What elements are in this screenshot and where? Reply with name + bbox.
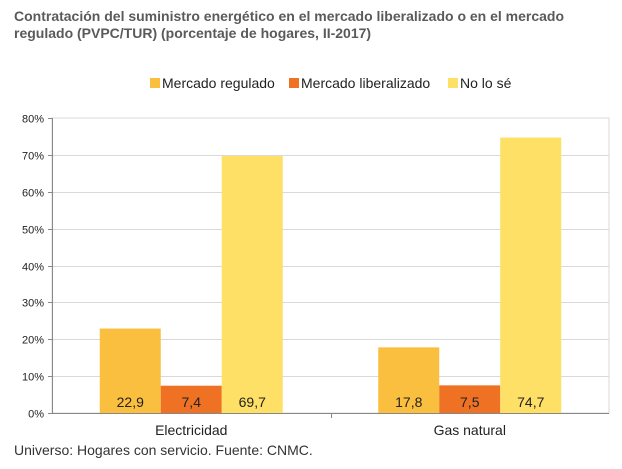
y-tick-label: 20% <box>22 335 44 347</box>
chart-title: Contratación del suministro energético e… <box>14 8 565 41</box>
bar <box>378 347 440 413</box>
bar <box>160 385 222 413</box>
bar-value-label: 74,7 <box>517 394 544 410</box>
y-tick-label: 50% <box>22 225 44 237</box>
legend-label-regulado: Mercado regulado <box>162 75 275 91</box>
legend-swatch-regulado <box>150 78 160 88</box>
y-tick-label: 0% <box>28 409 44 421</box>
legend-swatch-liberalizado <box>289 78 299 88</box>
bar-value-label: 22,9 <box>117 394 144 410</box>
y-tick-label: 60% <box>22 188 44 200</box>
y-tick-label: 70% <box>22 151 44 163</box>
legend: Mercado regulado Mercado liberalizado No… <box>0 74 622 92</box>
bar <box>439 385 501 413</box>
bar-value-label: 69,7 <box>239 394 266 410</box>
legend-label-liberalizado: Mercado liberalizado <box>301 75 431 91</box>
x-category-label: Gas natural <box>434 422 506 438</box>
x-category-label: Electricidad <box>155 422 227 438</box>
y-tick-label: 80% <box>22 114 44 126</box>
y-tick-label: 30% <box>22 298 44 310</box>
footer-note: Universo: Hogares con servicio. Fuente: … <box>14 442 313 458</box>
bar-value-label: 7,4 <box>182 394 202 410</box>
bar-value-label: 7,5 <box>460 394 480 410</box>
y-tick-label: 10% <box>22 372 44 384</box>
bar <box>99 328 161 413</box>
y-tick-label: 40% <box>22 262 44 274</box>
legend-swatch-no-lo-se <box>448 78 458 88</box>
bar <box>221 155 283 413</box>
bar <box>500 137 562 413</box>
bar-value-label: 17,8 <box>395 394 422 410</box>
legend-label-no-lo-se: No lo sé <box>460 75 512 91</box>
